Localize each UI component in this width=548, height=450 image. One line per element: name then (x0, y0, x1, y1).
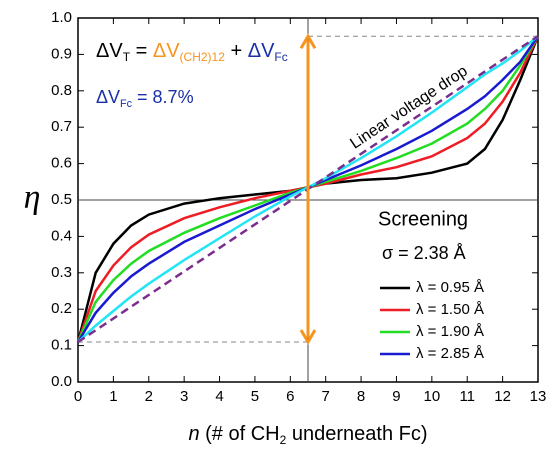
text-part: ΔV (96, 40, 123, 62)
x-axis-label: n (# of CH2 underneath Fc) (188, 423, 427, 447)
x-tick-label: 11 (459, 388, 475, 405)
y-tick-label: 1.0 (51, 9, 72, 26)
x-tick-label: 13 (530, 388, 547, 405)
y-tick-label: 0.1 (51, 337, 72, 354)
x-tick-label: 8 (357, 388, 365, 405)
arrow-head (299, 33, 317, 49)
y-tick-label: 0.4 (51, 227, 72, 244)
legend-label: λ = 0.95 Å (416, 279, 484, 296)
legend-label: λ = 2.85 Å (416, 345, 484, 362)
legend-title: Screening (378, 208, 468, 230)
x-tick-label: 0 (74, 388, 82, 405)
y-tick-label: 0.3 (51, 264, 72, 281)
text-part: Fc (274, 50, 287, 64)
x-tick-label: 4 (215, 388, 223, 405)
text-part: (CH2)12 (180, 50, 226, 64)
legend-label: λ = 1.50 Å (416, 301, 484, 318)
x-tick-label: 2 (145, 388, 153, 405)
x-tick-label: 7 (322, 388, 330, 405)
text-part: (# of CH (200, 423, 280, 445)
y-tick-label: 0.0 (51, 373, 72, 390)
text-part: 2 (280, 433, 287, 447)
text-part: underneath Fc) (286, 423, 427, 445)
x-tick-label: 1 (109, 388, 117, 405)
y-axis-label: η (24, 179, 41, 216)
text-part: T (123, 50, 131, 64)
y-tick-label: 0.5 (51, 191, 72, 208)
text-part: ΔV (248, 40, 275, 62)
line-annotation: Linear voltage drop (347, 63, 471, 153)
text-part: ΔV (153, 40, 180, 62)
y-tick-label: 0.7 (51, 118, 72, 135)
x-tick-label: 3 (180, 388, 188, 405)
legend-label: λ = 1.90 Å (416, 323, 484, 340)
y-tick-label: 0.8 (51, 82, 72, 99)
text-part: + (225, 40, 248, 62)
arrow-head (299, 329, 317, 345)
fc-share: ΔVFc = 8.7% (96, 87, 194, 110)
x-tick-label: 12 (494, 388, 511, 405)
text-part: = (130, 40, 153, 62)
y-tick-label: 0.2 (51, 300, 72, 317)
text-part: ΔV (96, 87, 120, 107)
x-tick-label: 6 (286, 388, 294, 405)
legend-subtitle: σ = 2.38 Å (382, 243, 466, 263)
text-part: Fc (120, 98, 133, 110)
y-tick-label: 0.6 (51, 155, 72, 172)
y-tick-label: 0.9 (51, 45, 72, 62)
equation: ΔVT = ΔV(CH2)12 + ΔVFc (96, 40, 288, 64)
text-part: = 8.7% (132, 87, 194, 107)
x-tick-label: 10 (424, 388, 441, 405)
x-tick-label: 5 (251, 388, 259, 405)
text-part: n (188, 423, 199, 445)
x-tick-label: 9 (392, 388, 400, 405)
